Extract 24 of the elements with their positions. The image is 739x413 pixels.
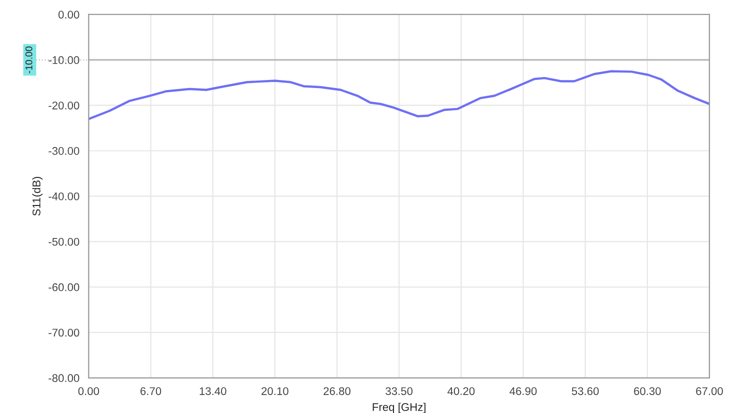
y-tick-label: -60.00 (48, 283, 80, 292)
line-series (88, 70, 710, 120)
y-tick-label: -50.00 (48, 238, 80, 246)
x-tick-label: 53.60 (572, 387, 599, 396)
y-tick-label: 0.00 (58, 10, 80, 19)
x-tick-label: 60.30 (634, 387, 661, 396)
y-tick-label: -80.00 (48, 374, 80, 382)
y-tick-label: -70.00 (48, 328, 80, 337)
x-tick-label: 13.40 (200, 387, 226, 396)
x-tick-label: 67.00 (696, 387, 723, 396)
x-tick-label: 20.10 (262, 387, 288, 396)
y-tick-label: -40.00 (48, 192, 80, 200)
x-tick-label: 40.20 (447, 387, 475, 396)
y-tick-label: -10.00 (48, 56, 80, 64)
x-tick-label: 6.70 (140, 387, 162, 396)
x-tick-label: 0.00 (78, 387, 100, 396)
ref-line-label: -10.00 (25, 46, 32, 74)
y-axis-title: S11(dB) (32, 176, 43, 216)
x-tick-label: 26.80 (324, 387, 350, 396)
x-tick-label: 46.90 (510, 387, 537, 396)
x-axis-title: Freq [GHz] (372, 402, 426, 413)
y-tick-label: -20.00 (48, 102, 80, 110)
y-tick-label: -30.00 (48, 147, 80, 155)
x-tick-label: 33.50 (386, 387, 413, 396)
